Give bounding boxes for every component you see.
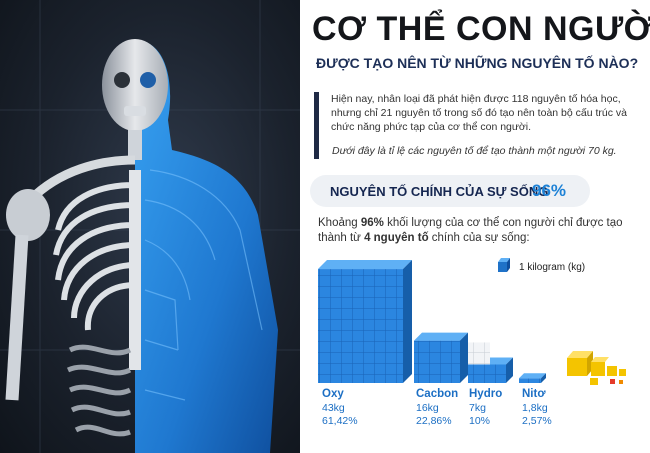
body-drawing [0,0,300,453]
legend-label: 1 kilogram (kg) [519,262,586,273]
bar-side-nito [541,373,546,383]
legend-cube-icon [498,258,510,272]
intro-note: Dưới đây là tỉ lệ các nguyên tố để tạo t… [332,145,617,157]
desc-bold-2: 4 nguyên tố [364,232,429,244]
human-body-illustration [0,0,300,453]
element-mass-nito: 1,8kg [522,402,548,414]
bar-hydro [468,364,506,383]
section-label: NGUYÊN TỐ CHÍNH CỦA SỰ SỐNG [330,184,549,199]
desc-part-2: khối lượng của cơ thể con người chỉ được… [318,217,623,244]
page-subtitle: ĐƯỢC TẠO NÊN TỪ NHỮNG NGUYÊN TỐ NÀO? [316,55,639,71]
intro-text: Hiện nay, nhân loại đã phát hiện được 11… [331,93,627,133]
bar-top-nito [519,373,546,379]
section-description: Khoảng 96% khối lượng của cơ thể con ngư… [318,216,628,246]
page-title: CƠ THỂ CON NGƯỜI [312,10,650,48]
section-percent: 96% [532,181,567,200]
bar-top-oxy [318,260,412,270]
bar-side-hydro [506,357,513,383]
element-percent-cacbon: 22,86% [416,415,452,427]
bar-top-cacbon [414,332,468,341]
bar-side-cacbon [460,332,468,383]
element-percent-oxy: 61,42% [322,415,358,427]
desc-part-1: Khoảng [318,217,361,229]
element-mass-hydro: 7kg [469,402,486,414]
element-name-hydro: Hydro [469,388,503,400]
bar-cacbon [414,340,460,383]
element-name-oxy: Oxy [322,388,344,400]
element-mass-cacbon: 16kg [416,402,439,414]
bar-nito [519,378,541,383]
element-percent-hydro: 10% [469,415,491,427]
section-banner [310,175,590,207]
desc-part-3: chính của sự sống: [428,232,530,244]
bar-top-hydro [468,357,513,365]
element-mass-oxy: 43kg [322,402,345,414]
minor-elements-cubes [567,351,626,385]
bar-hydro-cap [468,342,490,365]
element-name-nito: Nitơ [522,388,546,400]
element-percent-nito: 2,57% [522,415,552,427]
desc-bold-1: 96% [360,217,384,229]
intro-block: Hiện nay, nhân loại đã phát hiện được 11… [314,92,639,159]
bar-oxy [318,269,403,383]
bar-side-oxy [403,260,412,383]
element-name-cacbon: Cacbon [416,388,459,400]
